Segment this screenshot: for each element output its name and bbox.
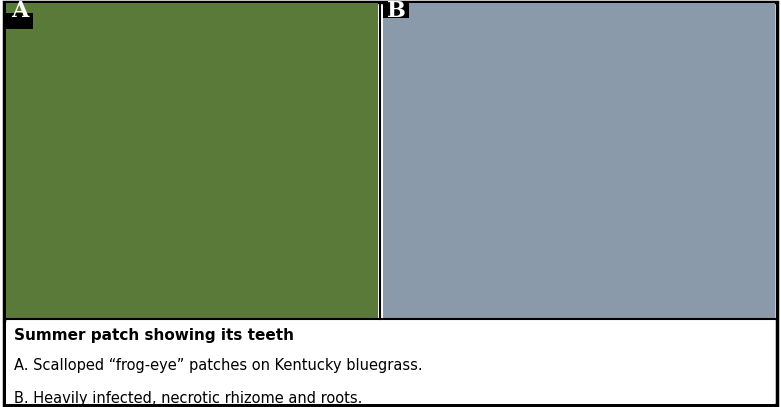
Bar: [6, 3, 378, 319]
FancyBboxPatch shape: [4, 2, 777, 405]
Bar: [383, 3, 409, 18]
Text: Summer patch showing its teeth: Summer patch showing its teeth: [14, 328, 294, 343]
Bar: [6, 13, 33, 28]
Bar: [383, 3, 775, 319]
Text: A. Scalloped “frog-eye” patches on Kentucky bluegrass.: A. Scalloped “frog-eye” patches on Kentu…: [14, 358, 423, 373]
Text: A: A: [11, 0, 28, 22]
Text: B: B: [387, 0, 405, 22]
Text: B. Heavily infected, necrotic rhizome and roots.: B. Heavily infected, necrotic rhizome an…: [14, 391, 362, 406]
Bar: [6, 322, 775, 404]
